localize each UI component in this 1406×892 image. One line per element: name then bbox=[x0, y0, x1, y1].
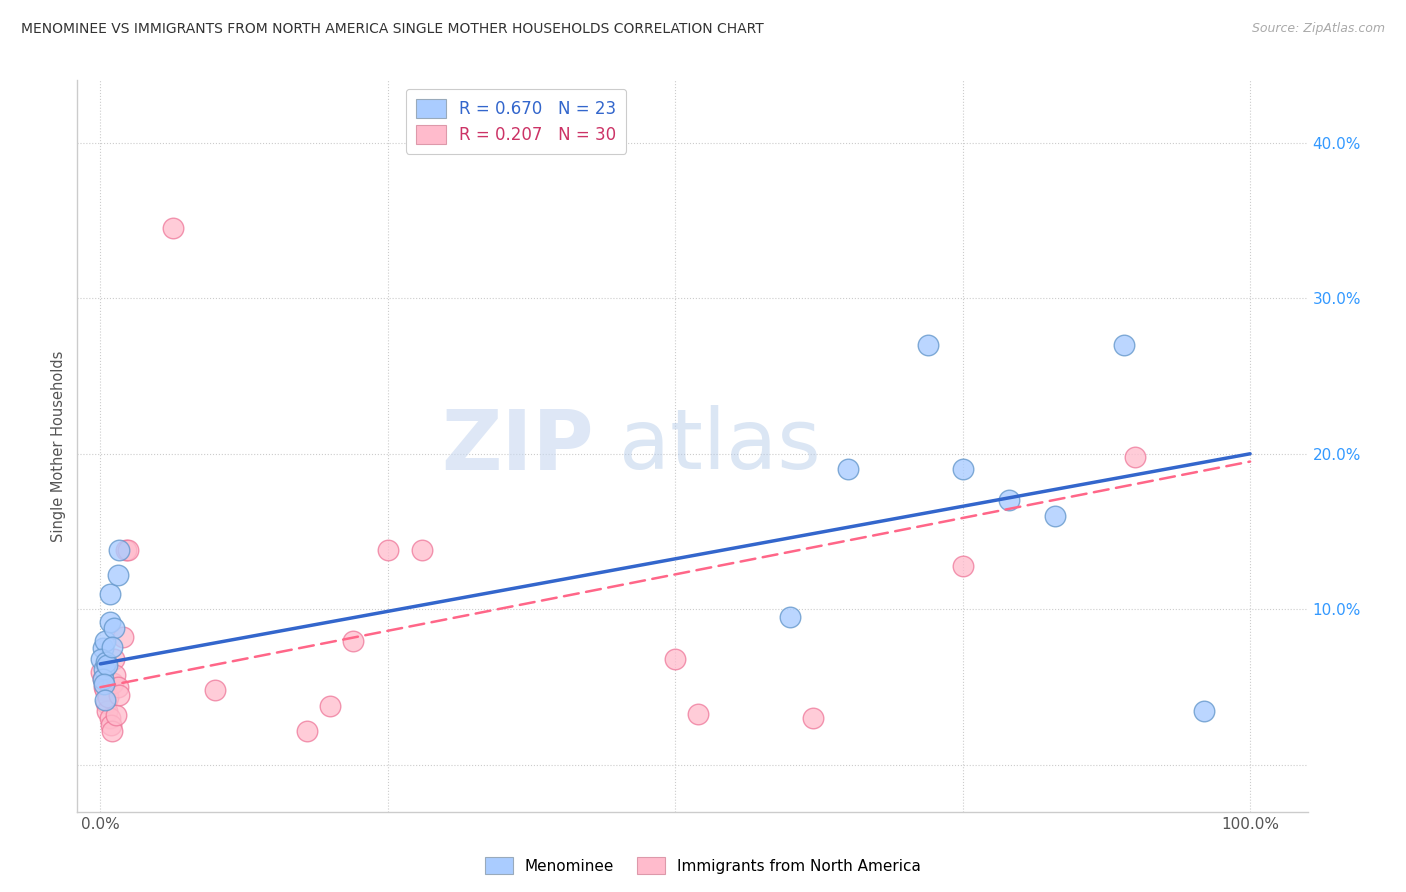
Point bbox=[801, 711, 824, 725]
Point bbox=[107, 543, 129, 558]
Point bbox=[117, 543, 139, 558]
Point bbox=[114, 543, 136, 558]
Point bbox=[342, 633, 364, 648]
Point bbox=[94, 633, 117, 648]
Point bbox=[93, 661, 115, 675]
Point bbox=[204, 683, 226, 698]
Legend: Menominee, Immigrants from North America: Menominee, Immigrants from North America bbox=[479, 851, 927, 880]
Point bbox=[101, 675, 124, 690]
Point bbox=[779, 610, 801, 624]
Point bbox=[917, 338, 939, 352]
Point bbox=[1112, 338, 1135, 352]
Point bbox=[105, 708, 128, 723]
Point bbox=[91, 673, 114, 687]
Point bbox=[97, 690, 120, 704]
Point bbox=[112, 631, 135, 645]
Point bbox=[90, 665, 112, 679]
Point bbox=[162, 221, 184, 235]
Point bbox=[377, 543, 399, 558]
Point bbox=[688, 706, 710, 721]
Point bbox=[1123, 450, 1146, 464]
Point bbox=[1043, 509, 1066, 524]
Point bbox=[91, 673, 114, 687]
Point bbox=[101, 640, 124, 654]
Point bbox=[93, 677, 115, 691]
Point bbox=[664, 652, 686, 666]
Point bbox=[94, 692, 117, 706]
Point bbox=[91, 641, 114, 656]
Point bbox=[103, 621, 125, 635]
Point bbox=[107, 568, 129, 582]
Point bbox=[98, 615, 121, 629]
Point bbox=[100, 717, 122, 731]
Point bbox=[90, 652, 112, 666]
Point bbox=[96, 658, 118, 673]
Point bbox=[94, 696, 117, 710]
Text: Source: ZipAtlas.com: Source: ZipAtlas.com bbox=[1251, 22, 1385, 36]
Text: ZIP: ZIP bbox=[441, 406, 595, 486]
Point bbox=[98, 711, 121, 725]
Legend: R = 0.670   N = 23, R = 0.207   N = 30: R = 0.670 N = 23, R = 0.207 N = 30 bbox=[405, 88, 626, 153]
Point bbox=[104, 667, 127, 681]
Point bbox=[93, 680, 115, 694]
Point bbox=[103, 652, 125, 666]
Point bbox=[297, 723, 319, 738]
Point bbox=[98, 587, 121, 601]
Point bbox=[952, 462, 974, 476]
Text: MENOMINEE VS IMMIGRANTS FROM NORTH AMERICA SINGLE MOTHER HOUSEHOLDS CORRELATION : MENOMINEE VS IMMIGRANTS FROM NORTH AMERI… bbox=[21, 22, 763, 37]
Point bbox=[96, 704, 118, 718]
Point bbox=[1192, 704, 1215, 718]
Y-axis label: Single Mother Households: Single Mother Households bbox=[51, 351, 66, 541]
Point bbox=[94, 683, 117, 698]
Point bbox=[952, 558, 974, 573]
Point bbox=[319, 698, 342, 713]
Point bbox=[94, 656, 117, 670]
Point bbox=[411, 543, 433, 558]
Point bbox=[107, 680, 129, 694]
Point bbox=[101, 723, 124, 738]
Point bbox=[997, 493, 1019, 508]
Text: atlas: atlas bbox=[619, 406, 820, 486]
Point bbox=[107, 688, 129, 702]
Point bbox=[837, 462, 859, 476]
